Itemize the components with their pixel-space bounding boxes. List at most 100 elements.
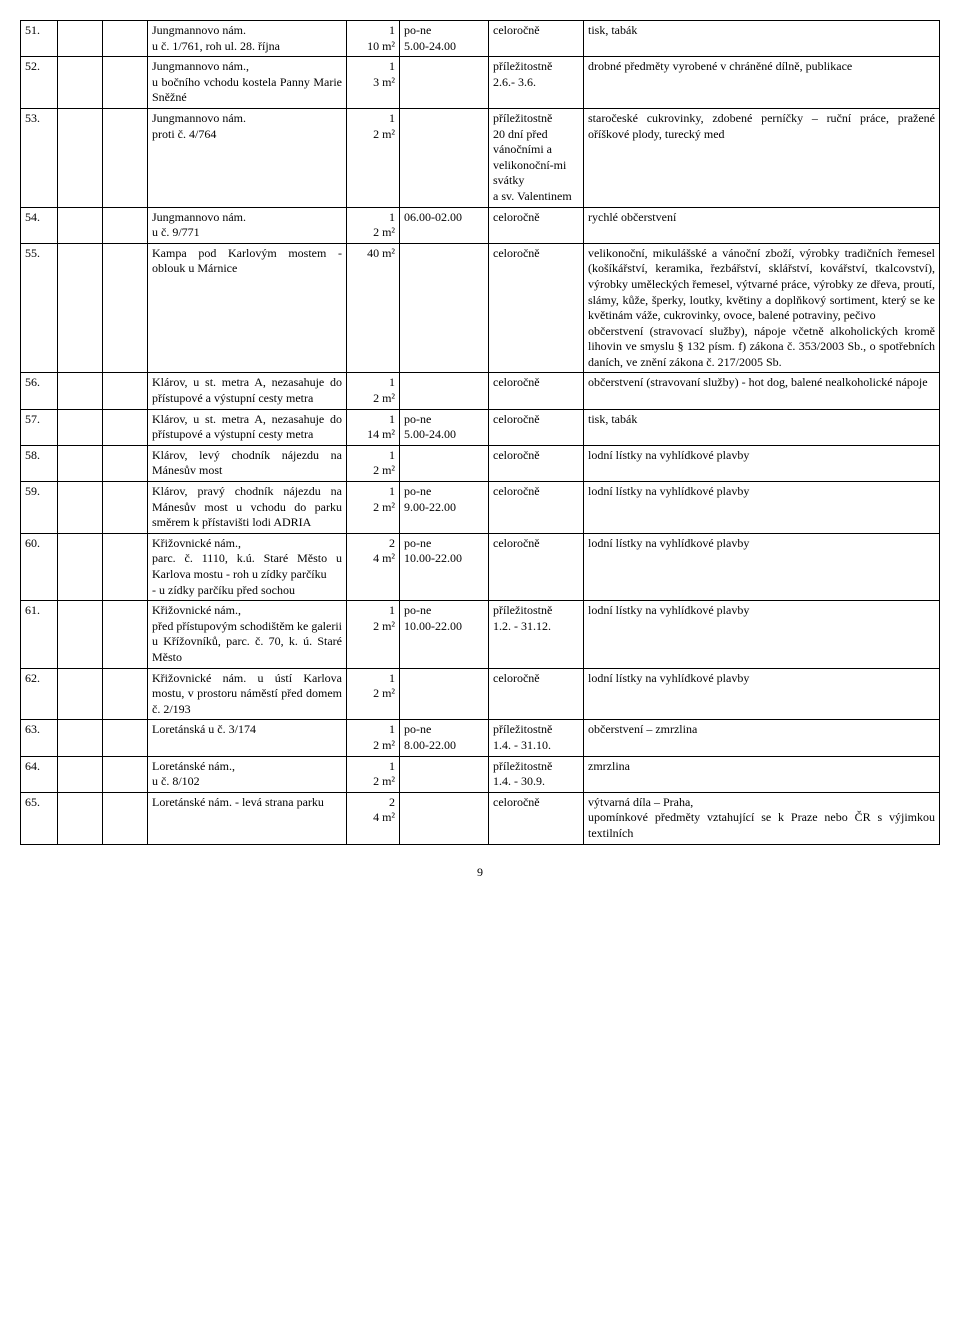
time-cell [400,756,489,792]
row-number: 56. [21,373,58,409]
col-blank-b [103,601,148,668]
table-row: 65.Loretánské nám. - levá strana parku24… [21,792,940,844]
quantity-cell: 12 m² [347,720,400,756]
description-cell: občerstvení (stravovaní služby) - hot do… [584,373,940,409]
time-cell: po-ne10.00-22.00 [400,533,489,600]
table-row: 63.Loretánská u č. 3/17412 m²po-ne8.00-2… [21,720,940,756]
time-cell [400,792,489,844]
col-blank-b [103,207,148,243]
table-row: 59.Klárov, pravý chodník nájezdu na Máne… [21,482,940,534]
col-blank-a [58,243,103,373]
time-cell: po-ne5.00-24.00 [400,21,489,57]
col-blank-a [58,409,103,445]
quantity-cell: 40 m² [347,243,400,373]
row-number: 60. [21,533,58,600]
table-row: 58. Klárov, levý chodník nájezdu na Mánes… [21,445,940,481]
row-number: 58. [21,445,58,481]
quantity-cell: 12 m² [347,601,400,668]
description-cell: tisk, tabák [584,409,940,445]
time-cell: po-ne5.00-24.00 [400,409,489,445]
col-blank-b [103,243,148,373]
row-number: 53. [21,108,58,207]
row-number: 55. [21,243,58,373]
row-number: 64. [21,756,58,792]
col-blank-b [103,792,148,844]
description-cell: zmrzlina [584,756,940,792]
row-number: 57. [21,409,58,445]
location-cell: Křižovnické nám.,parc. č. 1110, k.ú. Sta… [148,533,347,600]
location-cell: Loretánské nám. - levá strana parku [148,792,347,844]
col-blank-a [58,57,103,109]
row-number: 59. [21,482,58,534]
page-number: 9 [20,865,940,880]
col-blank-a [58,207,103,243]
period-cell: celoročně [489,668,584,720]
description-cell: lodní lístky na vyhlídkové plavby [584,445,940,481]
table-row: 57.Klárov, u st. metra A, nezasahuje do … [21,409,940,445]
col-blank-b [103,482,148,534]
time-cell: po-ne10.00-22.00 [400,601,489,668]
location-cell: Kampa pod Karlovým mostem - oblouk u Már… [148,243,347,373]
col-blank-b [103,57,148,109]
description-cell: rychlé občerstvení [584,207,940,243]
time-cell [400,445,489,481]
quantity-cell: 110 m² [347,21,400,57]
row-number: 63. [21,720,58,756]
time-cell [400,57,489,109]
table-row: 55. Kampa pod Karlovým mostem - oblouk u … [21,243,940,373]
description-cell: občerstvení – zmrzlina [584,720,940,756]
row-number: 61. [21,601,58,668]
period-cell: celoročně [489,21,584,57]
description-cell: velikonoční, mikulášské a vánoční zboží,… [584,243,940,373]
col-blank-b [103,533,148,600]
row-number: 51. [21,21,58,57]
col-blank-a [58,482,103,534]
period-cell: příležitostně2.6.- 3.6. [489,57,584,109]
time-cell [400,108,489,207]
description-cell: lodní lístky na vyhlídkové plavby [584,482,940,534]
period-cell: příležitostně20 dní před vánočními a vel… [489,108,584,207]
quantity-cell: 12 m² [347,373,400,409]
description-cell: lodní lístky na vyhlídkové plavby [584,601,940,668]
period-cell: celoročně [489,207,584,243]
description-cell: lodní lístky na vyhlídkové plavby [584,668,940,720]
quantity-cell: 12 m² [347,207,400,243]
quantity-cell: 114 m² [347,409,400,445]
table-row: 54.Jungmannovo nám.u č. 9/77112 m²06.00-… [21,207,940,243]
location-cell: Jungmannovo nám.proti č. 4/764 [148,108,347,207]
quantity-cell: 13 m² [347,57,400,109]
col-blank-b [103,373,148,409]
col-blank-a [58,445,103,481]
table-row: 51.Jungmannovo nám.u č. 1/761, roh ul. 2… [21,21,940,57]
description-cell: výtvarná díla – Praha,upomínkové předmět… [584,792,940,844]
period-cell: celoročně [489,792,584,844]
location-cell: Křižovnické nám.,před přístupovým schodi… [148,601,347,668]
period-cell: příležitostně1.2. - 31.12. [489,601,584,668]
col-blank-b [103,445,148,481]
location-cell: Loretánské nám.,u č. 8/102 [148,756,347,792]
quantity-cell: 12 m² [347,668,400,720]
col-blank-b [103,21,148,57]
description-cell: drobné předměty vyrobené v chráněné díln… [584,57,940,109]
table-row: 53. Jungmannovo nám.proti č. 4/76412 m² př… [21,108,940,207]
description-cell: staročeské cukrovinky, zdobené perníčky … [584,108,940,207]
row-number: 54. [21,207,58,243]
col-blank-a [58,533,103,600]
period-cell: celoročně [489,409,584,445]
quantity-cell: 24 m² [347,533,400,600]
col-blank-a [58,108,103,207]
quantity-cell: 12 m² [347,756,400,792]
time-cell [400,373,489,409]
row-number: 62. [21,668,58,720]
time-cell: 06.00-02.00 [400,207,489,243]
table-row: 56.Klárov, u st. metra A, nezasahuje do … [21,373,940,409]
table-row: 64.Loretánské nám.,u č. 8/10212 m²přílež… [21,756,940,792]
col-blank-b [103,409,148,445]
description-cell: lodní lístky na vyhlídkové plavby [584,533,940,600]
location-cell: Klárov, levý chodník nájezdu na Mánesův … [148,445,347,481]
row-number: 52. [21,57,58,109]
time-cell: po-ne9.00-22.00 [400,482,489,534]
quantity-cell: 12 m² [347,108,400,207]
period-cell: celoročně [489,482,584,534]
data-table: 51.Jungmannovo nám.u č. 1/761, roh ul. 2… [20,20,940,845]
